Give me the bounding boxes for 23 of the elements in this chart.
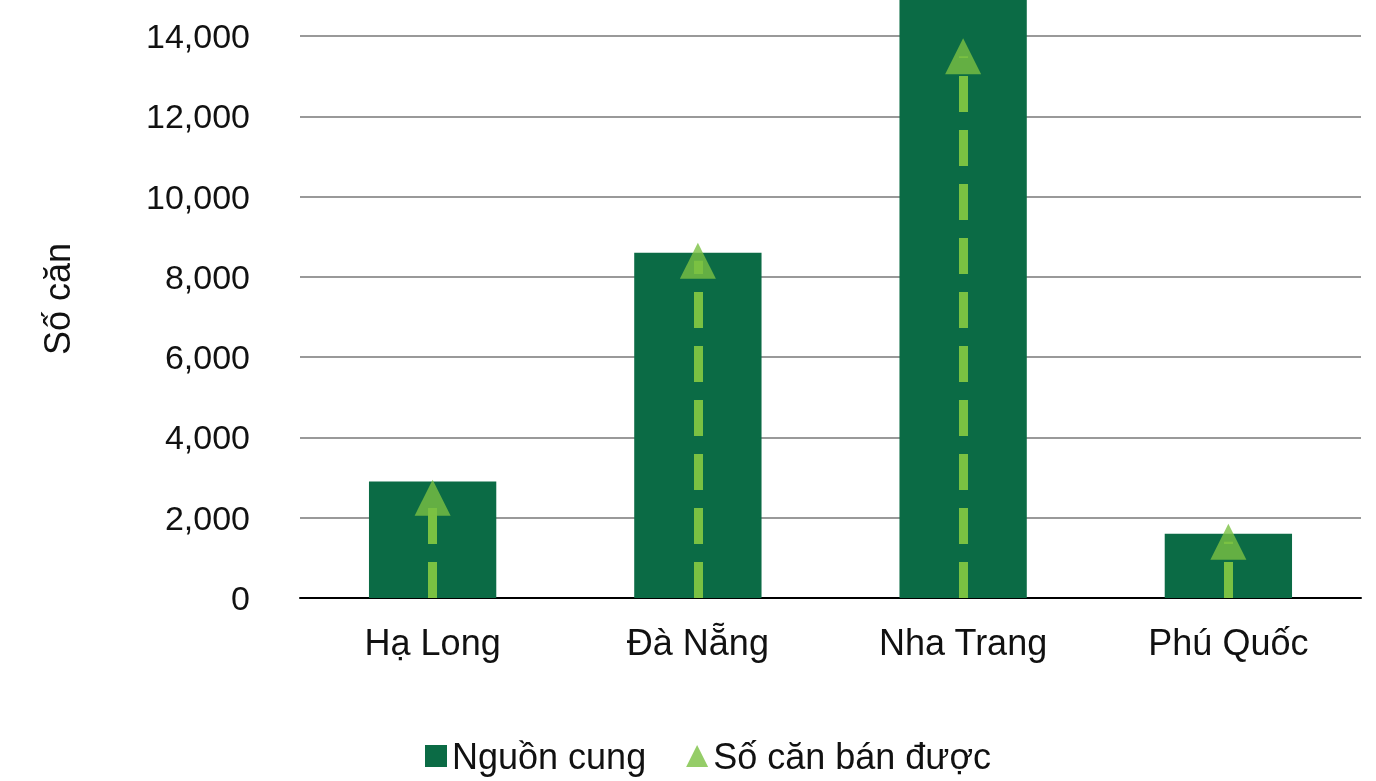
y-tick-label: 10,000 <box>146 177 250 216</box>
bar <box>368 481 497 598</box>
point <box>1210 523 1247 560</box>
y-axis-title: Số căn <box>36 242 78 356</box>
point <box>414 479 451 516</box>
point <box>679 242 716 279</box>
legend-label: Số căn bán được <box>713 735 992 777</box>
legend-label: Nguồn cung <box>452 735 647 777</box>
x-tick-label: Nha Trang <box>879 621 1048 663</box>
point <box>945 38 982 75</box>
bar <box>899 0 1027 598</box>
bar <box>1164 533 1293 598</box>
x-tick-label: Phú Quốc <box>1148 621 1309 663</box>
y-tick-label: 12,000 <box>146 97 250 136</box>
y-tick-label: 2,000 <box>164 498 250 537</box>
x-tick-label: Đà Nẵng <box>626 621 769 663</box>
y-tick-label: 6,000 <box>164 338 250 377</box>
y-tick-label: 14,000 <box>146 17 250 56</box>
y-tick-label: 4,000 <box>164 418 250 457</box>
y-tick-label: 8,000 <box>164 257 250 296</box>
bar <box>634 252 762 598</box>
x-tick-label: Hạ Long <box>364 621 501 663</box>
y-tick-label: 0 <box>231 579 250 617</box>
